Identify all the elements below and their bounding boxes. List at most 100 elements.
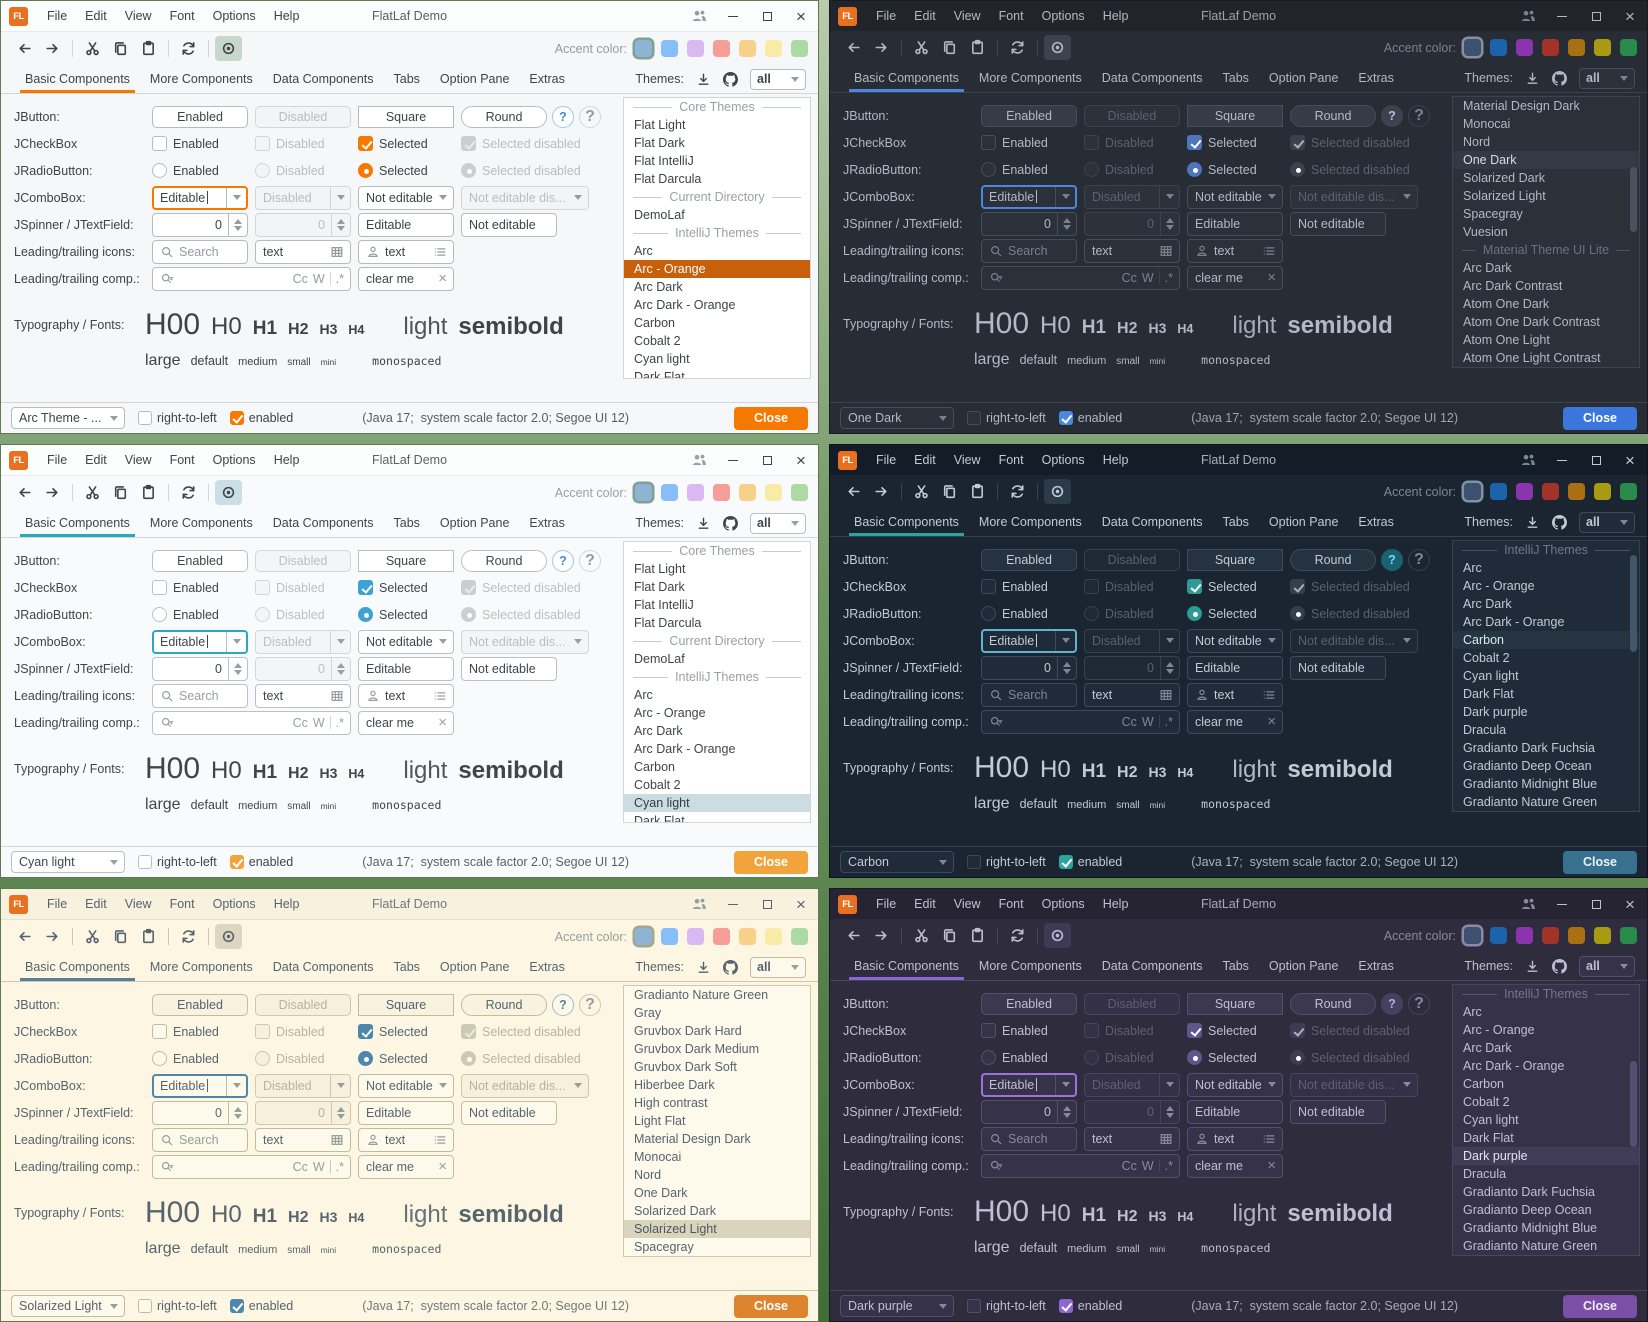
close-window-button[interactable]: × <box>1625 450 1635 470</box>
download-icon[interactable] <box>1525 515 1540 530</box>
not-editable-combobox[interactable]: Not editable <box>1187 1072 1283 1097</box>
help-button-secondary[interactable]: ? <box>1408 992 1430 1015</box>
accent-swatch[interactable] <box>661 484 678 501</box>
accent-swatch[interactable] <box>791 40 808 57</box>
square-button[interactable]: Square <box>1187 548 1283 571</box>
accent-swatch[interactable] <box>713 928 730 945</box>
minimize-button[interactable] <box>716 445 750 475</box>
accent-swatch[interactable] <box>765 928 782 945</box>
github-icon[interactable] <box>723 515 738 531</box>
theme-list-item[interactable]: Dark Flat <box>634 814 685 823</box>
maximize-button[interactable] <box>750 1 784 31</box>
right-to-left-checkbox[interactable]: right-to-left <box>138 1299 217 1313</box>
accent-swatch[interactable] <box>687 40 704 57</box>
editable-combobox[interactable]: Editable <box>152 629 248 654</box>
accent-swatch[interactable] <box>1542 39 1559 56</box>
theme-list-item[interactable]: Flat Darcula <box>634 172 702 186</box>
forward-icon[interactable] <box>868 35 895 60</box>
menu-file[interactable]: File <box>47 453 68 467</box>
theme-list-item[interactable]: Dark Flat <box>1463 1131 1514 1145</box>
maximize-button[interactable] <box>1579 445 1613 475</box>
accent-swatch[interactable] <box>1568 927 1585 944</box>
theme-list-item[interactable]: Dracula <box>1463 1167 1507 1181</box>
accent-swatch[interactable] <box>765 40 782 57</box>
theme-list-item[interactable]: Carbon <box>634 316 675 330</box>
editable-combobox[interactable]: Editable <box>152 185 248 210</box>
radio-icon[interactable] <box>152 607 167 622</box>
github-icon[interactable] <box>1552 958 1567 974</box>
theme-list-item[interactable]: Gradianto Nature Green <box>1463 795 1598 809</box>
theme-list-item[interactable]: Arc Dark - Orange <box>1463 615 1565 629</box>
theme-list-item[interactable]: Arc <box>634 688 653 702</box>
tab-more-components[interactable]: More Components <box>149 960 253 974</box>
search-input[interactable]: Search <box>152 683 248 708</box>
checkbox-selected[interactable]: Selected <box>1187 1023 1283 1038</box>
help-button[interactable]: ? <box>552 993 574 1016</box>
theme-list-item[interactable]: One Dark <box>1453 151 1639 169</box>
checkbox-selected[interactable]: Selected <box>1187 135 1283 150</box>
theme-filter-combo[interactable]: all <box>750 956 806 978</box>
enabled-checkbox[interactable]: enabled <box>229 1299 293 1313</box>
tab-tabs[interactable]: Tabs <box>1222 959 1249 973</box>
help-button-secondary[interactable]: ? <box>579 549 601 572</box>
help-button-secondary[interactable]: ? <box>1408 548 1430 571</box>
combobox-arrow[interactable] <box>1055 630 1075 651</box>
combobox-arrow[interactable] <box>104 852 124 872</box>
enabled-checkbox[interactable]: enabled <box>1058 1299 1122 1313</box>
download-icon[interactable] <box>696 72 711 87</box>
combobox-arrow[interactable] <box>933 852 953 872</box>
combobox-arrow[interactable] <box>433 187 453 209</box>
whole-word-button[interactable]: W <box>1141 714 1154 729</box>
users-icon[interactable] <box>682 1 716 31</box>
theme-list-item[interactable]: Cyan light <box>634 352 690 366</box>
close-window-button[interactable]: × <box>1625 894 1635 914</box>
radio-icon[interactable] <box>152 163 167 178</box>
enabled-button[interactable]: Enabled <box>981 548 1077 571</box>
checkbox-enabled[interactable]: Enabled <box>152 136 248 151</box>
search-options-input[interactable]: Cc W .* <box>152 1154 351 1179</box>
radio-selected-icon[interactable] <box>358 163 373 178</box>
whole-word-button[interactable]: W <box>312 271 325 286</box>
match-case-button[interactable]: Cc <box>292 271 308 286</box>
menu-help[interactable]: Help <box>273 453 300 467</box>
whole-word-button[interactable]: W <box>312 715 325 730</box>
back-icon[interactable] <box>11 924 38 949</box>
spinner[interactable]: 0 <box>152 656 248 681</box>
theme-list-item[interactable]: Arc <box>1463 561 1482 575</box>
text-input-user-list[interactable]: text <box>358 683 454 708</box>
theme-list-item[interactable]: Nord <box>1463 135 1491 149</box>
text-input-user-list[interactable]: text <box>358 1127 454 1152</box>
tab-basic-components[interactable]: Basic Components <box>844 64 969 92</box>
forward-icon[interactable] <box>39 480 66 505</box>
theme-list-item[interactable]: Carbon <box>634 760 675 774</box>
radio-selected-icon[interactable] <box>1187 162 1202 177</box>
combobox-arrow[interactable] <box>1055 1074 1075 1095</box>
checkbox-selected[interactable]: Selected <box>358 580 454 595</box>
combobox-arrow[interactable] <box>226 631 246 652</box>
regex-button[interactable]: .* <box>335 271 344 286</box>
theme-list-item[interactable]: Light Flat <box>634 1114 686 1128</box>
forward-icon[interactable] <box>868 479 895 504</box>
right-to-left-checkbox[interactable]: right-to-left <box>967 855 1046 869</box>
accent-swatch[interactable] <box>1594 927 1611 944</box>
accent-swatch[interactable] <box>1464 927 1481 944</box>
accent-swatch[interactable] <box>1490 39 1507 56</box>
square-button[interactable]: Square <box>358 993 454 1016</box>
menu-edit[interactable]: Edit <box>85 453 107 467</box>
checkbox-checked-icon[interactable] <box>358 136 373 151</box>
enabled-button[interactable]: Enabled <box>152 105 248 128</box>
copy-icon[interactable] <box>107 480 134 505</box>
tab-basic-components[interactable]: Basic Components <box>15 509 140 537</box>
accent-swatch[interactable] <box>1490 483 1507 500</box>
cut-icon[interactable] <box>79 36 106 61</box>
tab-option-pane[interactable]: Option Pane <box>439 72 510 86</box>
accent-swatch[interactable] <box>1516 927 1533 944</box>
menu-help[interactable]: Help <box>273 9 300 23</box>
checkbox-enabled[interactable]: Enabled <box>152 1024 248 1039</box>
enabled-checkbox[interactable]: enabled <box>1058 855 1122 869</box>
download-icon[interactable] <box>1525 959 1540 974</box>
accent-swatch[interactable] <box>791 928 808 945</box>
text-input-calendar[interactable]: text <box>1084 682 1180 707</box>
regex-button[interactable]: .* <box>1164 714 1173 729</box>
tab-basic-components[interactable]: Basic Components <box>844 508 969 536</box>
